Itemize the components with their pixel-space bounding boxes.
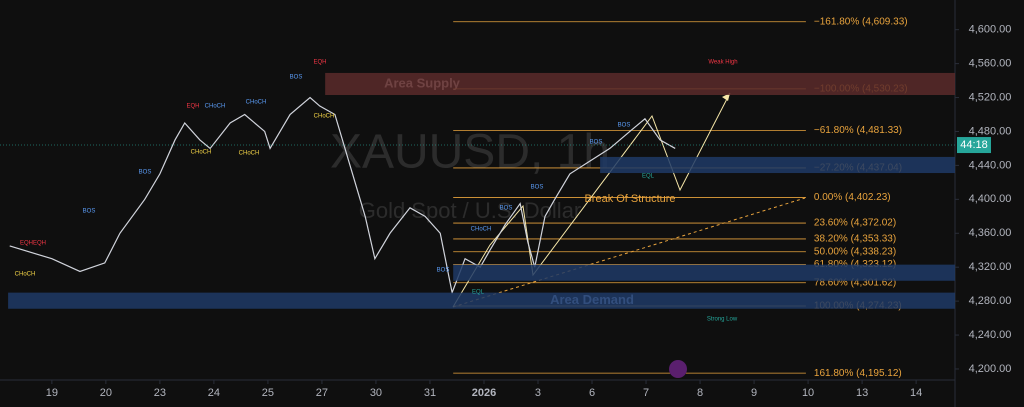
x-tick-label: 14 (910, 387, 922, 399)
zone (8, 292, 956, 309)
x-tick-label: 13 (856, 387, 868, 399)
x-tick-label: 6 (589, 387, 595, 399)
event-icon (669, 360, 687, 378)
annotation: CHoCH (15, 272, 36, 278)
annotation: CHoCH (205, 104, 226, 110)
fib-label: −161.80% (4,609.33) (814, 16, 908, 27)
x-tick-label: 20 (100, 387, 112, 399)
annotation: Break Of Structure (584, 193, 675, 205)
x-tick-label: 3 (535, 387, 541, 399)
y-tick-label: 4,560.00 (969, 58, 1012, 70)
y-tick-label: 4,600.00 (969, 24, 1012, 36)
fib-label: 50.00% (4,338.23) (814, 246, 896, 257)
annotation: BOS (437, 268, 450, 274)
annotation: EQH (313, 60, 326, 66)
annotation: CHoCH (246, 100, 267, 106)
zone (453, 264, 955, 281)
fib-label: 38.20% (4,353.33) (814, 234, 896, 245)
zone (325, 72, 955, 95)
y-tick-label: 4,360.00 (969, 227, 1012, 239)
x-tick-label: 7 (643, 387, 649, 399)
x-tick-label: 23 (154, 387, 166, 399)
x-tick-label: 24 (208, 387, 220, 399)
annotation: BOS (83, 209, 96, 215)
y-tick-label: 4,320.00 (969, 261, 1012, 273)
countdown: 44:18 (960, 139, 988, 151)
annotation: CHoCH (314, 114, 335, 120)
x-tick-label: 2026 (472, 387, 496, 399)
annotation: EQL (472, 290, 485, 296)
annotation: Weak High (708, 60, 737, 66)
y-tick-label: 4,480.00 (969, 125, 1012, 137)
annotation: BOS (590, 140, 603, 146)
annotation: CHoCH (191, 150, 212, 156)
y-tick-label: 4,280.00 (969, 295, 1012, 307)
annotation: EQL (642, 174, 655, 180)
x-tick-label: 31 (424, 387, 436, 399)
annotation: CHoCH (239, 151, 260, 157)
x-tick-label: 8 (697, 387, 703, 399)
y-tick-label: 4,400.00 (969, 193, 1012, 205)
x-tick-label: 30 (370, 387, 382, 399)
countdown-box (957, 137, 991, 154)
y-tick-label: 4,200.00 (969, 363, 1012, 375)
annotation: BOS (500, 206, 513, 212)
annotation: BOS (531, 185, 544, 191)
annotation: EQHEQH (20, 241, 46, 247)
annotation: CHoCH (471, 227, 492, 233)
watermark-title: XAUUSD, 1h (330, 126, 610, 179)
fib-label: 0.00% (4,402.23) (814, 192, 891, 203)
fib-label: 78.60% (4,301.62) (814, 277, 896, 288)
annotation: BOS (618, 123, 631, 129)
x-tick-label: 19 (46, 387, 58, 399)
y-tick-label: 4,520.00 (969, 91, 1012, 103)
price-line (9, 96, 676, 295)
annotation: BOS (290, 75, 303, 81)
annotation: Strong Low (707, 317, 738, 323)
x-tick-label: 27 (316, 387, 328, 399)
fib-label: 161.80% (4,195.12) (814, 368, 902, 379)
y-tick-label: 4,240.00 (969, 329, 1012, 341)
annotation: EQH (186, 104, 199, 110)
y-tick-label: 4,440.00 (969, 159, 1012, 171)
fib-label: 23.60% (4,372.02) (814, 218, 896, 229)
zone (600, 156, 955, 174)
x-tick-label: 25 (262, 387, 274, 399)
x-tick-label: 10 (802, 387, 814, 399)
annotation: BOS (139, 170, 152, 176)
fib-label: −61.80% (4,481.33) (814, 125, 902, 136)
plot (9, 96, 676, 295)
trend-line (452, 197, 806, 308)
x-tick-label: 9 (751, 387, 757, 399)
